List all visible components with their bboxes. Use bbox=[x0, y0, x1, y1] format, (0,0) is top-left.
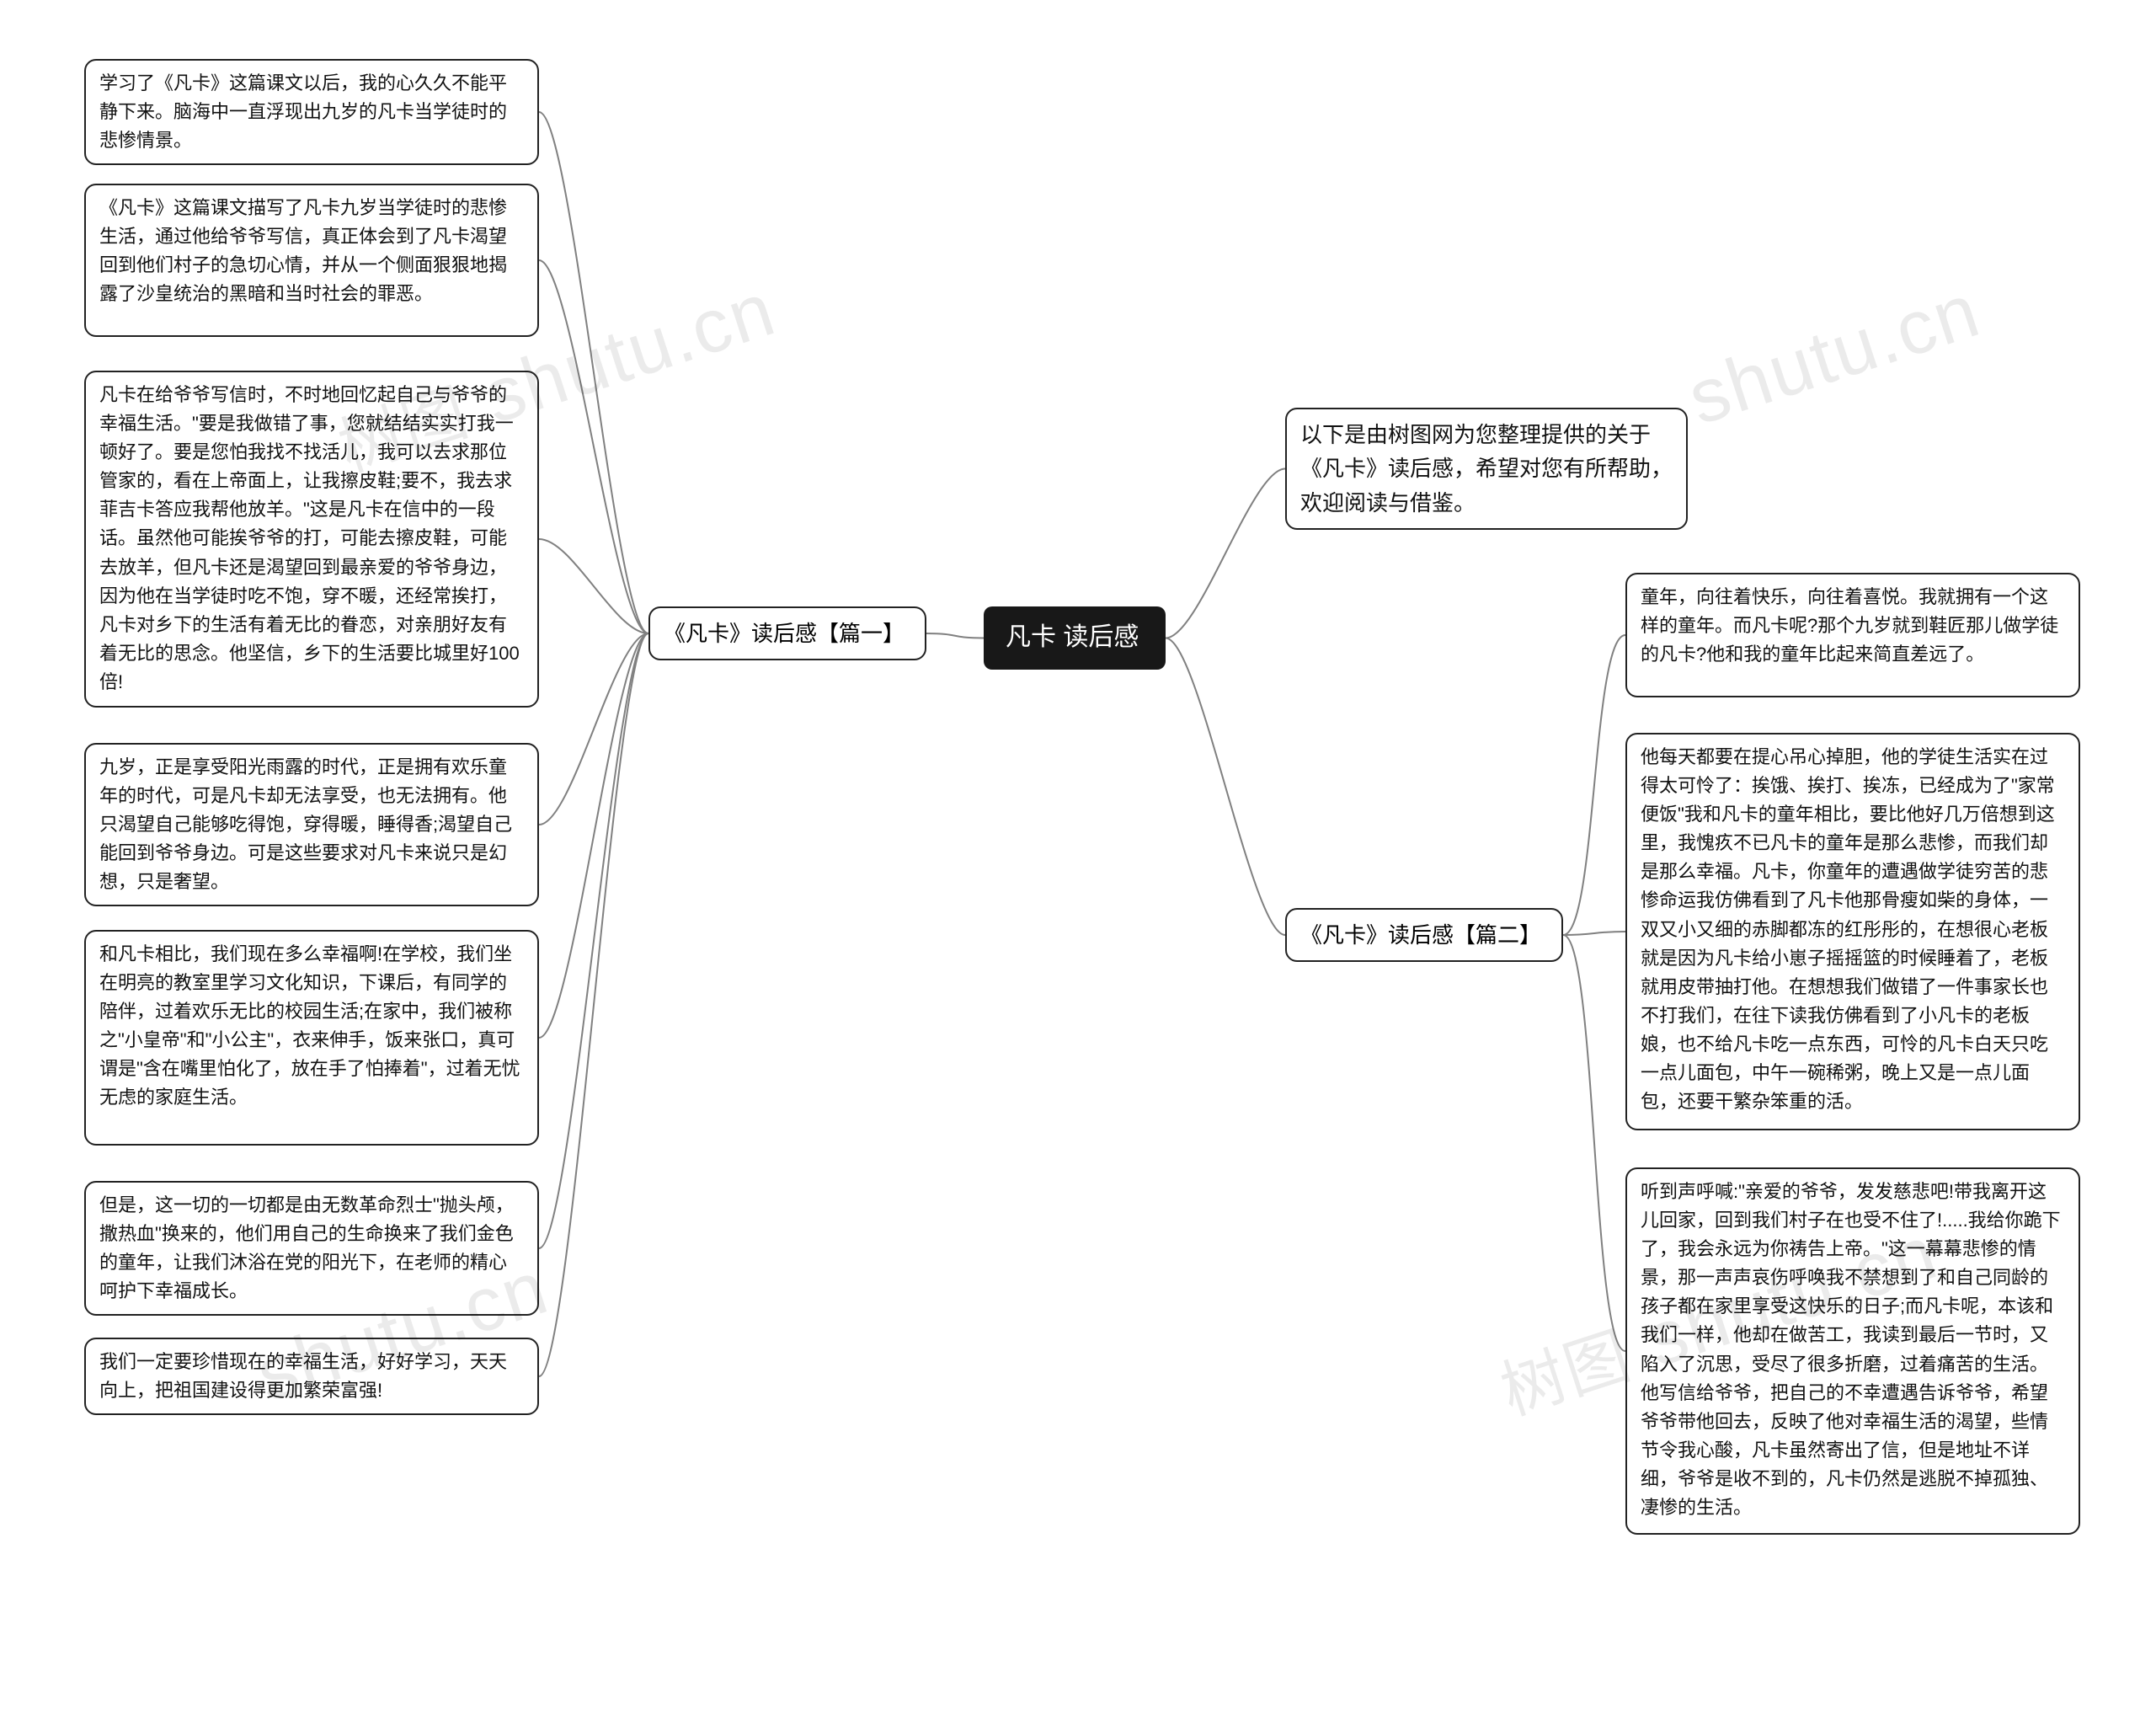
l1_4: 九岁，正是享受阳光雨露的时代，正是拥有欢乐童年的时代，可是凡卡却无法享受，也无法… bbox=[84, 743, 539, 906]
edge-b1-l1_5 bbox=[539, 633, 648, 1038]
edge-root-b1 bbox=[926, 633, 984, 638]
edge-root-intro bbox=[1166, 469, 1285, 638]
l1_5: 和凡卡相比，我们现在多么幸福啊!在学校，我们坐在明亮的教室里学习文化知识，下课后… bbox=[84, 930, 539, 1146]
l2_1: 童年，向往着快乐，向往着喜悦。我就拥有一个这样的童年。而凡卡呢?那个九岁就到鞋匠… bbox=[1625, 573, 2080, 697]
edge-b1-l1_3 bbox=[539, 539, 648, 633]
edge-b2-l2_2 bbox=[1563, 932, 1625, 935]
b2: 《凡卡》读后感【篇二】 bbox=[1285, 908, 1563, 962]
l1_4-text: 九岁，正是享受阳光雨露的时代，正是拥有欢乐童年的时代，可是凡卡却无法享受，也无法… bbox=[99, 756, 512, 892]
root-text: 凡卡 读后感 bbox=[1006, 623, 1139, 651]
l2_1-text: 童年，向往着快乐，向往着喜悦。我就拥有一个这样的童年。而凡卡呢?那个九岁就到鞋匠… bbox=[1641, 586, 2058, 665]
l1_5-text: 和凡卡相比，我们现在多么幸福啊!在学校，我们坐在明亮的教室里学习文化知识，下课后… bbox=[99, 943, 520, 1108]
l1_2: 《凡卡》这篇课文描写了凡卡九岁当学徒时的悲惨生活，通过他给爷爷写信，真正体会到了… bbox=[84, 184, 539, 337]
edge-b1-l1_4 bbox=[539, 633, 648, 825]
edge-b2-l2_1 bbox=[1563, 635, 1625, 935]
intro: 以下是由树图网为您整理提供的关于《凡卡》读后感，希望对您有所帮助，欢迎阅读与借鉴… bbox=[1285, 408, 1688, 530]
root: 凡卡 读后感 bbox=[984, 606, 1166, 670]
intro-text: 以下是由树图网为您整理提供的关于《凡卡》读后感，希望对您有所帮助，欢迎阅读与借鉴… bbox=[1300, 422, 1673, 515]
watermark-1: shutu.cn bbox=[1678, 267, 1991, 442]
b1: 《凡卡》读后感【篇一】 bbox=[648, 606, 926, 660]
b2-text: 《凡卡》读后感【篇二】 bbox=[1300, 922, 1541, 948]
l2_2-text: 他每天都要在提心吊心掉胆，他的学徒生活实在过得太可怜了：挨饿、挨打、挨冻，已经成… bbox=[1641, 746, 2055, 1112]
l1_2-text: 《凡卡》这篇课文描写了凡卡九岁当学徒时的悲惨生活，通过他给爷爷写信，真正体会到了… bbox=[99, 197, 507, 304]
edge-b2-l2_3 bbox=[1563, 935, 1625, 1351]
l1_1: 学习了《凡卡》这篇课文以后，我的心久久不能平静下来。脑海中一直浮现出九岁的凡卡当… bbox=[84, 59, 539, 165]
edge-root-b2 bbox=[1166, 638, 1285, 936]
edge-b1-l1_7 bbox=[539, 633, 648, 1376]
b1-text: 《凡卡》读后感【篇一】 bbox=[664, 621, 905, 646]
l2_2: 他每天都要在提心吊心掉胆，他的学徒生活实在过得太可怜了：挨饿、挨打、挨冻，已经成… bbox=[1625, 733, 2080, 1130]
l1_1-text: 学习了《凡卡》这篇课文以后，我的心久久不能平静下来。脑海中一直浮现出九岁的凡卡当… bbox=[99, 72, 507, 151]
edge-b1-l1_6 bbox=[539, 633, 648, 1248]
